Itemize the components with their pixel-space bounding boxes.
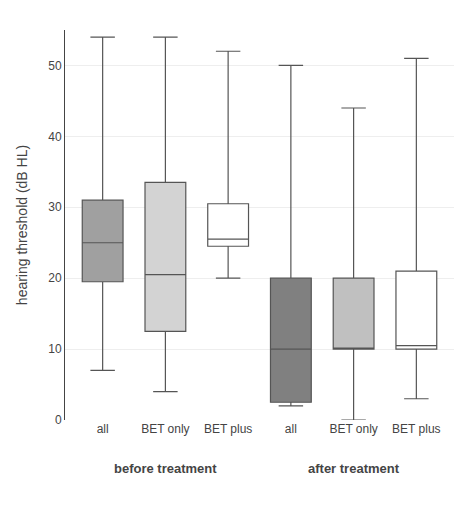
svg-text:10: 10 bbox=[48, 342, 62, 356]
svg-text:20: 20 bbox=[48, 271, 62, 285]
svg-text:all: all bbox=[97, 422, 109, 436]
svg-text:30: 30 bbox=[48, 200, 62, 214]
svg-text:40: 40 bbox=[48, 130, 62, 144]
svg-text:all: all bbox=[285, 422, 297, 436]
svg-text:50: 50 bbox=[48, 59, 62, 73]
svg-text:BET plus: BET plus bbox=[204, 422, 252, 436]
svg-text:0: 0 bbox=[55, 413, 62, 427]
svg-text:hearing threshold (dB HL): hearing threshold (dB HL) bbox=[14, 145, 30, 305]
svg-text:BET only: BET only bbox=[329, 422, 377, 436]
svg-text:BET plus: BET plus bbox=[392, 422, 440, 436]
svg-text:after treatment: after treatment bbox=[308, 461, 400, 476]
svg-text:BET only: BET only bbox=[141, 422, 189, 436]
svg-text:before treatment: before treatment bbox=[114, 461, 217, 476]
